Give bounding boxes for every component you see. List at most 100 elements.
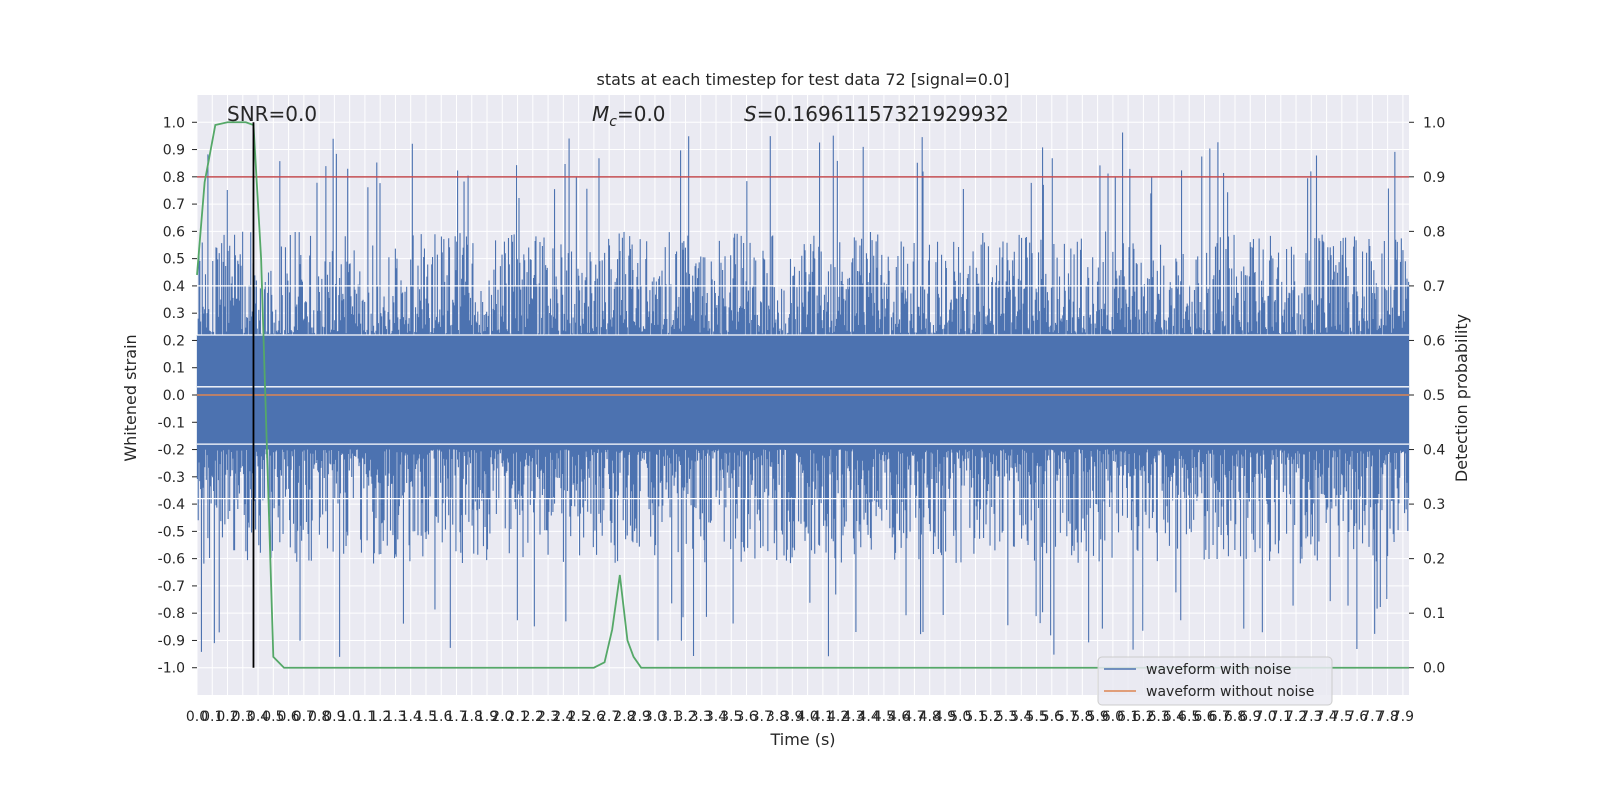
x-tick-label: 7.8 [1376, 709, 1398, 725]
x-tick-label: 3.9 [781, 709, 803, 725]
x-tick-label: 0.5 [262, 709, 284, 725]
y-tick-label: 0.8 [163, 170, 185, 186]
x-tick-label: 2.8 [613, 709, 635, 725]
x-tick-label: 3.4 [705, 709, 727, 725]
y-tick-label: -0.1 [158, 415, 185, 431]
y-right-tick-label: 0.0 [1423, 661, 1445, 677]
x-tick-label: 5.7 [1056, 709, 1078, 725]
y-tick-label: -1.0 [158, 661, 185, 677]
x-tick-label: 5.3 [995, 709, 1017, 725]
x-tick-label: 4.5 [873, 709, 895, 725]
x-tick-label: 3.1 [659, 709, 681, 725]
legend-label-clean: waveform without noise [1146, 684, 1314, 700]
y-tick-label: -0.9 [158, 633, 185, 649]
y-tick-label: 0.1 [163, 361, 185, 377]
y-tick-label: -0.6 [158, 552, 185, 568]
y-right-tick-label: 0.5 [1423, 388, 1445, 404]
y-tick-label: 0.0 [163, 388, 185, 404]
x-tick-label: 1.0 [339, 709, 361, 725]
x-tick-label: 4.9 [934, 709, 956, 725]
y-right-tick-label: 0.7 [1423, 279, 1445, 295]
legend: waveform with noise waveform without noi… [1097, 656, 1333, 706]
annotation-score-value: =0.16961157321929932 [757, 102, 1009, 126]
x-tick-label: 5.1 [964, 709, 986, 725]
x-tick-label: 3.5 [720, 709, 742, 725]
y-right-tick-label: 0.3 [1423, 497, 1445, 513]
x-tick-label: 6.4 [1163, 709, 1185, 725]
x-tick-label: 2.5 [567, 709, 589, 725]
x-tick-label: 7.2 [1285, 709, 1307, 725]
x-tick-label: 4.7 [903, 709, 925, 725]
x-tick-label: 5.9 [1086, 709, 1108, 725]
x-tick-label: 4.3 [842, 709, 864, 725]
legend-box [1097, 656, 1333, 706]
x-tick-label: 0.8 [308, 709, 330, 725]
x-tick-label: 7.4 [1315, 709, 1337, 725]
x-tick-label: 2.6 [583, 709, 605, 725]
annotation-snr: SNR=0.0 [227, 102, 317, 126]
x-tick-label: 4.8 [919, 709, 941, 725]
x-tick-label: 3.3 [690, 709, 712, 725]
series-waveform-with-noise [196, 132, 1410, 657]
y-right-tick-label: 0.1 [1423, 606, 1445, 622]
x-tick-label: 1.9 [476, 709, 498, 725]
legend-label-noise: waveform with noise [1146, 662, 1291, 678]
y-tick-label: 1.0 [163, 115, 185, 131]
x-tick-label: 0.4 [247, 709, 269, 725]
x-tick-label: 0.6 [277, 709, 299, 725]
x-tick-label: 1.8 [461, 709, 483, 725]
y-tick-label: -0.8 [158, 606, 185, 622]
x-tick-label: 5.4 [1010, 709, 1032, 725]
annotation-chirp-mass: Mc=0.0 [592, 102, 666, 130]
x-tick-label: 6.9 [1239, 709, 1261, 725]
x-tick-label: 6.0 [1102, 709, 1124, 725]
x-tick-label: 7.7 [1361, 709, 1383, 725]
overlay-lines [196, 121, 1409, 669]
x-tick-label: 7.3 [1300, 709, 1322, 725]
y-axis-ticks: 1.0 0.9 0.8 0.7 0.6 0.5 0.4 0.3 0.2 0.1 0.0 -0.1 -0.… [158, 115, 197, 677]
y-tick-label: 0.7 [163, 197, 185, 213]
x-tick-label: 1.4 [400, 709, 422, 725]
x-tick-label: 4.1 [812, 709, 834, 725]
y-right-axis-label: Detection probability [1452, 314, 1471, 482]
x-tick-label: 1.6 [430, 709, 452, 725]
y-tick-label: 0.3 [163, 306, 185, 322]
x-tick-label: 7.5 [1331, 709, 1353, 725]
y-right-tick-label: 0.9 [1423, 170, 1445, 186]
x-tick-label: 1.3 [384, 709, 406, 725]
x-tick-label: 2.0 [491, 709, 513, 725]
x-tick-label: 7.6 [1346, 709, 1368, 725]
x-tick-label: 0.2 [216, 709, 238, 725]
x-tick-label: 2.9 [629, 709, 651, 725]
y-tick-label: -0.4 [158, 497, 185, 513]
y-tick-label: 0.4 [163, 279, 185, 295]
x-tick-label: 4.2 [827, 709, 849, 725]
x-tick-label: 2.1 [506, 709, 528, 725]
x-tick-label: 3.2 [674, 709, 696, 725]
x-tick-label: 7.1 [1270, 709, 1292, 725]
annotation-chirp-mass-value: =0.0 [617, 102, 666, 126]
y-right-tick-label: 0.8 [1423, 224, 1445, 240]
x-tick-label: 1.1 [354, 709, 376, 725]
x-tick-label: 0.0 [186, 709, 208, 725]
y-right-tick-label: 0.6 [1423, 333, 1445, 349]
x-tick-label: 6.8 [1224, 709, 1246, 725]
detection-probability-line [196, 121, 1409, 669]
y-right-tick-label: 0.2 [1423, 552, 1445, 568]
x-tick-label: 3.0 [644, 709, 666, 725]
y-tick-label: -0.5 [158, 524, 185, 540]
x-tick-label: 2.4 [552, 709, 574, 725]
y-right-axis-ticks: 1.0 0.9 0.8 0.7 0.6 0.5 0.4 0.3 0.2 0.1 0.0 [1409, 115, 1445, 677]
annotation-chirp-mass-subscript: c [609, 114, 617, 130]
annotation-score-symbol: S [744, 102, 757, 126]
x-tick-label: 0.3 [232, 709, 254, 725]
x-tick-label: 4.6 [888, 709, 910, 725]
x-tick-label: 7.0 [1254, 709, 1276, 725]
x-tick-label: 2.3 [537, 709, 559, 725]
x-tick-label: 1.5 [415, 709, 437, 725]
x-tick-label: 7.9 [1392, 709, 1414, 725]
noise-core-band [197, 340, 1409, 442]
y-tick-label: -0.3 [158, 470, 185, 486]
x-tick-label: 2.2 [522, 709, 544, 725]
